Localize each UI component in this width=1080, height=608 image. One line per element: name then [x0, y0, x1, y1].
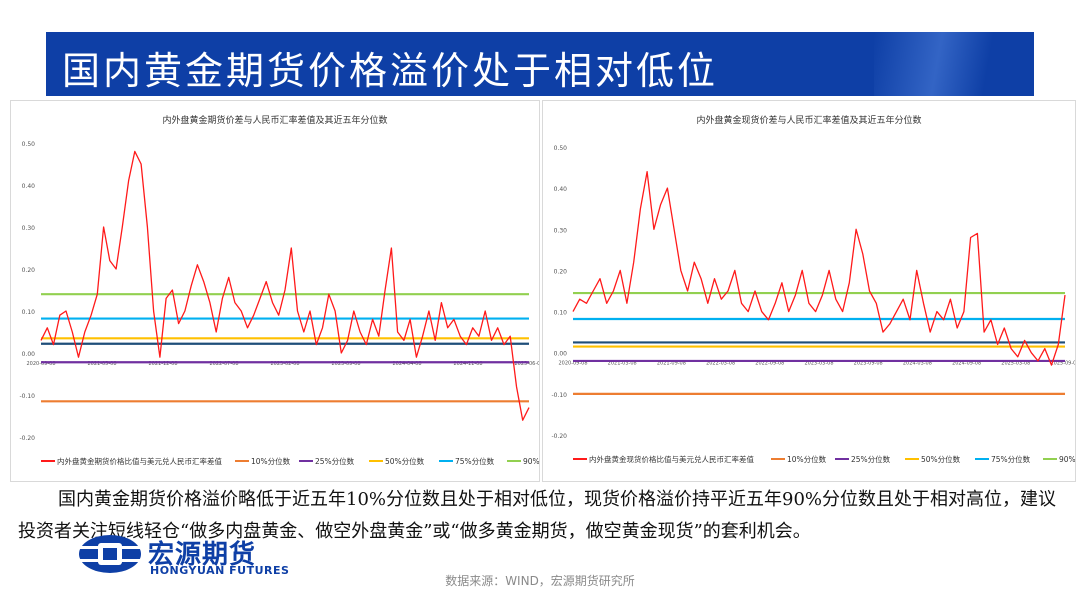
logo-name: 宏源期货: [148, 540, 257, 570]
chart-panel-spot: 内外盘黄金现货价差与人民币汇率差值及其近五年分位数 0.50 0.40 0.30 0.2…: [542, 100, 1076, 482]
x-tick-label: 2021-05-08: [87, 361, 116, 367]
futures-premium-chart: 内外盘黄金期货价差与人民币汇率差值及其近五年分位数 0.50 0.40 0.30 0.2…: [19, 114, 539, 466]
chart-panel-futures: 内外盘黄金期货价差与人民币汇率差值及其近五年分位数 0.50 0.40 0.30 0.2…: [10, 100, 540, 482]
x-tick-label: 2021-12-08: [148, 361, 177, 367]
chart-title: 内外盘黄金现货价差与人民币汇率差值及其近五年分位数: [696, 114, 921, 126]
legend-entry: 10%分位数: [787, 454, 827, 464]
logo-english: HONGYUAN FUTURES: [150, 564, 290, 577]
y-tick-label: 0.10: [554, 310, 568, 317]
legend-entry: 50%分位数: [921, 454, 961, 464]
title-bar: 国内黄金期货价格溢价处于相对低位: [46, 32, 1034, 96]
legend-entry: 90%分位数: [523, 456, 539, 466]
y-tick-label: 0.40: [554, 186, 568, 193]
y-tick-label: -0.10: [19, 393, 35, 400]
x-tick-label: 2023-09-08: [331, 361, 360, 367]
legend-entry: 内外盘黄金现货价格比值与美元兑人民币汇率差值: [589, 454, 754, 464]
y-tick-label: 0.20: [554, 268, 568, 275]
legend-entry: 内外盘黄金期货价格比值与美元兑人民币汇率差值: [57, 456, 222, 466]
legend-entry: 10%分位数: [251, 456, 291, 466]
legend-entry: 25%分位数: [851, 454, 891, 464]
legend-entry: 75%分位数: [991, 454, 1031, 464]
y-tick-label: -0.10: [551, 392, 567, 399]
y-tick-label: -0.20: [551, 433, 567, 440]
x-tick-label: 2025-09-08: [1050, 361, 1075, 367]
x-tick-label: 2021-03-08: [608, 361, 637, 367]
x-tick-label: 2022-07-08: [209, 361, 238, 367]
legend-entry: 75%分位数: [455, 456, 495, 466]
x-tick-label: 2024-09-08: [952, 361, 981, 367]
y-tick-label: 0.50: [22, 141, 36, 148]
x-tick-label: 2023-02-08: [270, 361, 299, 367]
x-tick-label: 2023-03-08: [804, 361, 833, 367]
y-tick-label: 0.40: [22, 183, 36, 190]
title-decoration: [874, 32, 1034, 96]
slide-title: 国内黄金期货价格溢价处于相对低位: [62, 49, 719, 93]
caption-text: 国内黄金期货价格溢价略低于近五年10%分位数且处于相对低位，现货价格溢价持平近五…: [18, 489, 1057, 542]
y-tick-label: 0.30: [554, 227, 568, 234]
chart-title: 内外盘黄金期货价差与人民币汇率差值及其近五年分位数: [162, 114, 387, 126]
data-source: 数据来源：WIND，宏源期货研究所: [445, 574, 635, 588]
x-tick-label: 2024-11-08: [453, 361, 482, 367]
x-tick-label: 2024-03-08: [903, 361, 932, 367]
x-tick-label: 2022-09-08: [755, 361, 784, 367]
y-tick-label: 0.10: [22, 309, 36, 316]
company-logo: 宏源期货 HONGYUAN FUTURES: [78, 534, 318, 577]
x-tick-label: 2023-09-08: [854, 361, 883, 367]
x-tick-label: 2024-04-08: [392, 361, 421, 367]
y-tick-label: 0.30: [22, 225, 36, 232]
x-tick-label: 2020-09-08: [26, 361, 55, 367]
spot-premium-chart: 内外盘黄金现货价差与人民币汇率差值及其近五年分位数 0.50 0.40 0.30 0.2…: [551, 114, 1075, 464]
y-tick-label: 0.00: [22, 351, 36, 358]
series-line-main: [40, 150, 530, 421]
x-tick-label: 2020-09-08: [558, 361, 587, 367]
y-tick-label: -0.20: [19, 435, 35, 442]
logo-icon: [79, 535, 141, 573]
x-tick-label: 2021-09-08: [657, 361, 686, 367]
y-tick-label: 0.00: [554, 351, 568, 358]
x-tick-label: 2022-03-08: [706, 361, 735, 367]
x-tick-label: 2025-03-08: [1001, 361, 1030, 367]
series-line-main: [572, 171, 1066, 366]
legend-entry: 25%分位数: [315, 456, 355, 466]
legend-entry: 50%分位数: [385, 456, 425, 466]
x-tick-label: 2025-06-08: [514, 361, 539, 367]
legend-entry: 90%分位数: [1059, 454, 1075, 464]
y-tick-label: 0.50: [554, 145, 568, 152]
y-tick-label: 0.20: [22, 267, 36, 274]
